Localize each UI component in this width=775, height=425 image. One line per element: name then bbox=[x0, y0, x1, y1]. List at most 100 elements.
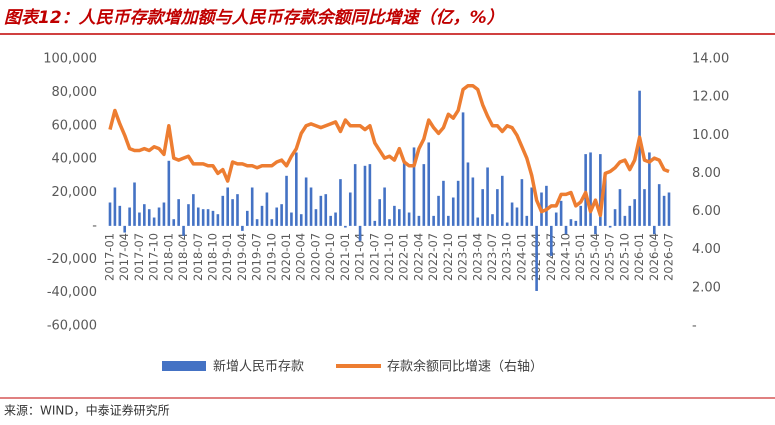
x-tick-label: 2018-07 bbox=[191, 233, 205, 281]
bar bbox=[402, 160, 406, 226]
x-tick-label: 2025-10 bbox=[617, 233, 631, 281]
bar bbox=[285, 175, 288, 226]
bar bbox=[535, 225, 538, 291]
y2-tick-label: 8.00 bbox=[692, 166, 721, 181]
x-tick-label: 2026-04 bbox=[647, 233, 661, 281]
bar bbox=[520, 179, 524, 226]
x-tick-label: 2024-07 bbox=[544, 233, 558, 281]
bar bbox=[211, 210, 215, 226]
bar bbox=[417, 215, 421, 226]
bar bbox=[231, 199, 234, 226]
x-tick-label: 2020-01 bbox=[279, 233, 293, 281]
bar bbox=[216, 214, 220, 226]
legend-label: 存款余额同比增速（右轴） bbox=[387, 359, 543, 375]
x-tick-label: 2022-04 bbox=[411, 233, 425, 281]
bar bbox=[456, 180, 460, 226]
bar bbox=[348, 192, 352, 226]
bar bbox=[657, 184, 661, 226]
y-tick-label: -60,000 bbox=[47, 319, 97, 334]
x-tick-label: 2020-10 bbox=[323, 233, 337, 281]
y2-tick-label: - bbox=[692, 319, 697, 334]
x-tick-label: 2023-04 bbox=[470, 233, 484, 281]
x-tick-label: 2023-07 bbox=[485, 233, 499, 281]
y2-tick-label: 4.00 bbox=[692, 242, 721, 257]
bar bbox=[304, 177, 308, 226]
x-tick-label: 2023-10 bbox=[500, 233, 514, 281]
bar bbox=[363, 165, 367, 226]
x-tick-label: 2025-07 bbox=[603, 233, 617, 281]
bar bbox=[491, 214, 494, 226]
bar bbox=[329, 215, 332, 226]
bar bbox=[192, 194, 195, 226]
y2-tick-label: 6.00 bbox=[692, 204, 721, 219]
bar bbox=[633, 199, 636, 226]
legend-label: 新增人民币存款 bbox=[213, 359, 304, 375]
bar bbox=[133, 182, 136, 226]
bar bbox=[147, 209, 151, 226]
bar bbox=[358, 225, 362, 241]
y2-tick-label: 12.00 bbox=[692, 90, 729, 105]
bar bbox=[461, 112, 465, 226]
x-tick-label: 2017-07 bbox=[132, 233, 146, 281]
bar bbox=[505, 222, 509, 226]
bar bbox=[471, 177, 475, 226]
x-tick-label: 2019-07 bbox=[250, 233, 264, 281]
y-tick-label: 100,000 bbox=[43, 52, 97, 67]
bar bbox=[334, 212, 337, 226]
bar bbox=[393, 205, 396, 226]
bar bbox=[177, 199, 180, 226]
bar bbox=[667, 192, 671, 226]
bar bbox=[554, 212, 558, 226]
bar bbox=[245, 210, 249, 226]
bar bbox=[172, 219, 176, 226]
bar bbox=[559, 200, 563, 226]
x-tick-label: 2022-10 bbox=[441, 233, 455, 281]
bar bbox=[250, 187, 254, 226]
bar bbox=[201, 209, 205, 226]
x-tick-label: 2025-01 bbox=[573, 233, 587, 281]
bar bbox=[545, 185, 548, 226]
bar bbox=[623, 215, 627, 226]
bar bbox=[265, 192, 269, 226]
x-tick-label: 2019-04 bbox=[235, 233, 249, 281]
x-tick-label: 2017-10 bbox=[147, 233, 161, 281]
bar bbox=[221, 195, 225, 226]
bar bbox=[162, 202, 166, 226]
x-tick-label: 2021-10 bbox=[382, 233, 396, 281]
bar bbox=[309, 187, 313, 226]
bar bbox=[603, 174, 607, 226]
bar bbox=[236, 194, 239, 226]
x-tick-label: 2024-10 bbox=[559, 233, 573, 281]
y-tick-label: - bbox=[92, 218, 97, 233]
x-tick-label: 2022-01 bbox=[397, 233, 411, 281]
bar bbox=[608, 225, 612, 228]
bar bbox=[643, 189, 646, 226]
bar bbox=[481, 189, 484, 226]
x-tick-label: 2021-01 bbox=[338, 233, 352, 281]
chart-title: 图表12：人民币存款增加额与人民币存款余额同比增速（亿，%） bbox=[4, 8, 504, 28]
bar bbox=[447, 215, 450, 226]
x-tick-label: 2018-10 bbox=[205, 233, 219, 281]
bar bbox=[613, 209, 617, 226]
bar bbox=[255, 219, 259, 226]
y2-tick-label: 2.00 bbox=[692, 280, 721, 295]
bar bbox=[113, 187, 117, 226]
x-tick-label: 2026-07 bbox=[662, 233, 676, 281]
x-tick-label: 2020-07 bbox=[308, 233, 322, 281]
bar bbox=[295, 152, 298, 226]
bar bbox=[564, 225, 568, 235]
x-tick-label: 2020-04 bbox=[294, 233, 308, 281]
bar bbox=[118, 205, 122, 226]
bar bbox=[618, 189, 622, 226]
x-tick-label: 2026-01 bbox=[632, 233, 646, 281]
x-tick-label: 2018-01 bbox=[161, 233, 175, 281]
bar bbox=[579, 205, 583, 226]
bar bbox=[466, 162, 470, 226]
bar bbox=[398, 209, 401, 226]
bar bbox=[422, 164, 426, 226]
bar bbox=[339, 179, 342, 226]
bar bbox=[569, 219, 573, 226]
bar bbox=[353, 164, 357, 226]
bar bbox=[152, 217, 156, 226]
